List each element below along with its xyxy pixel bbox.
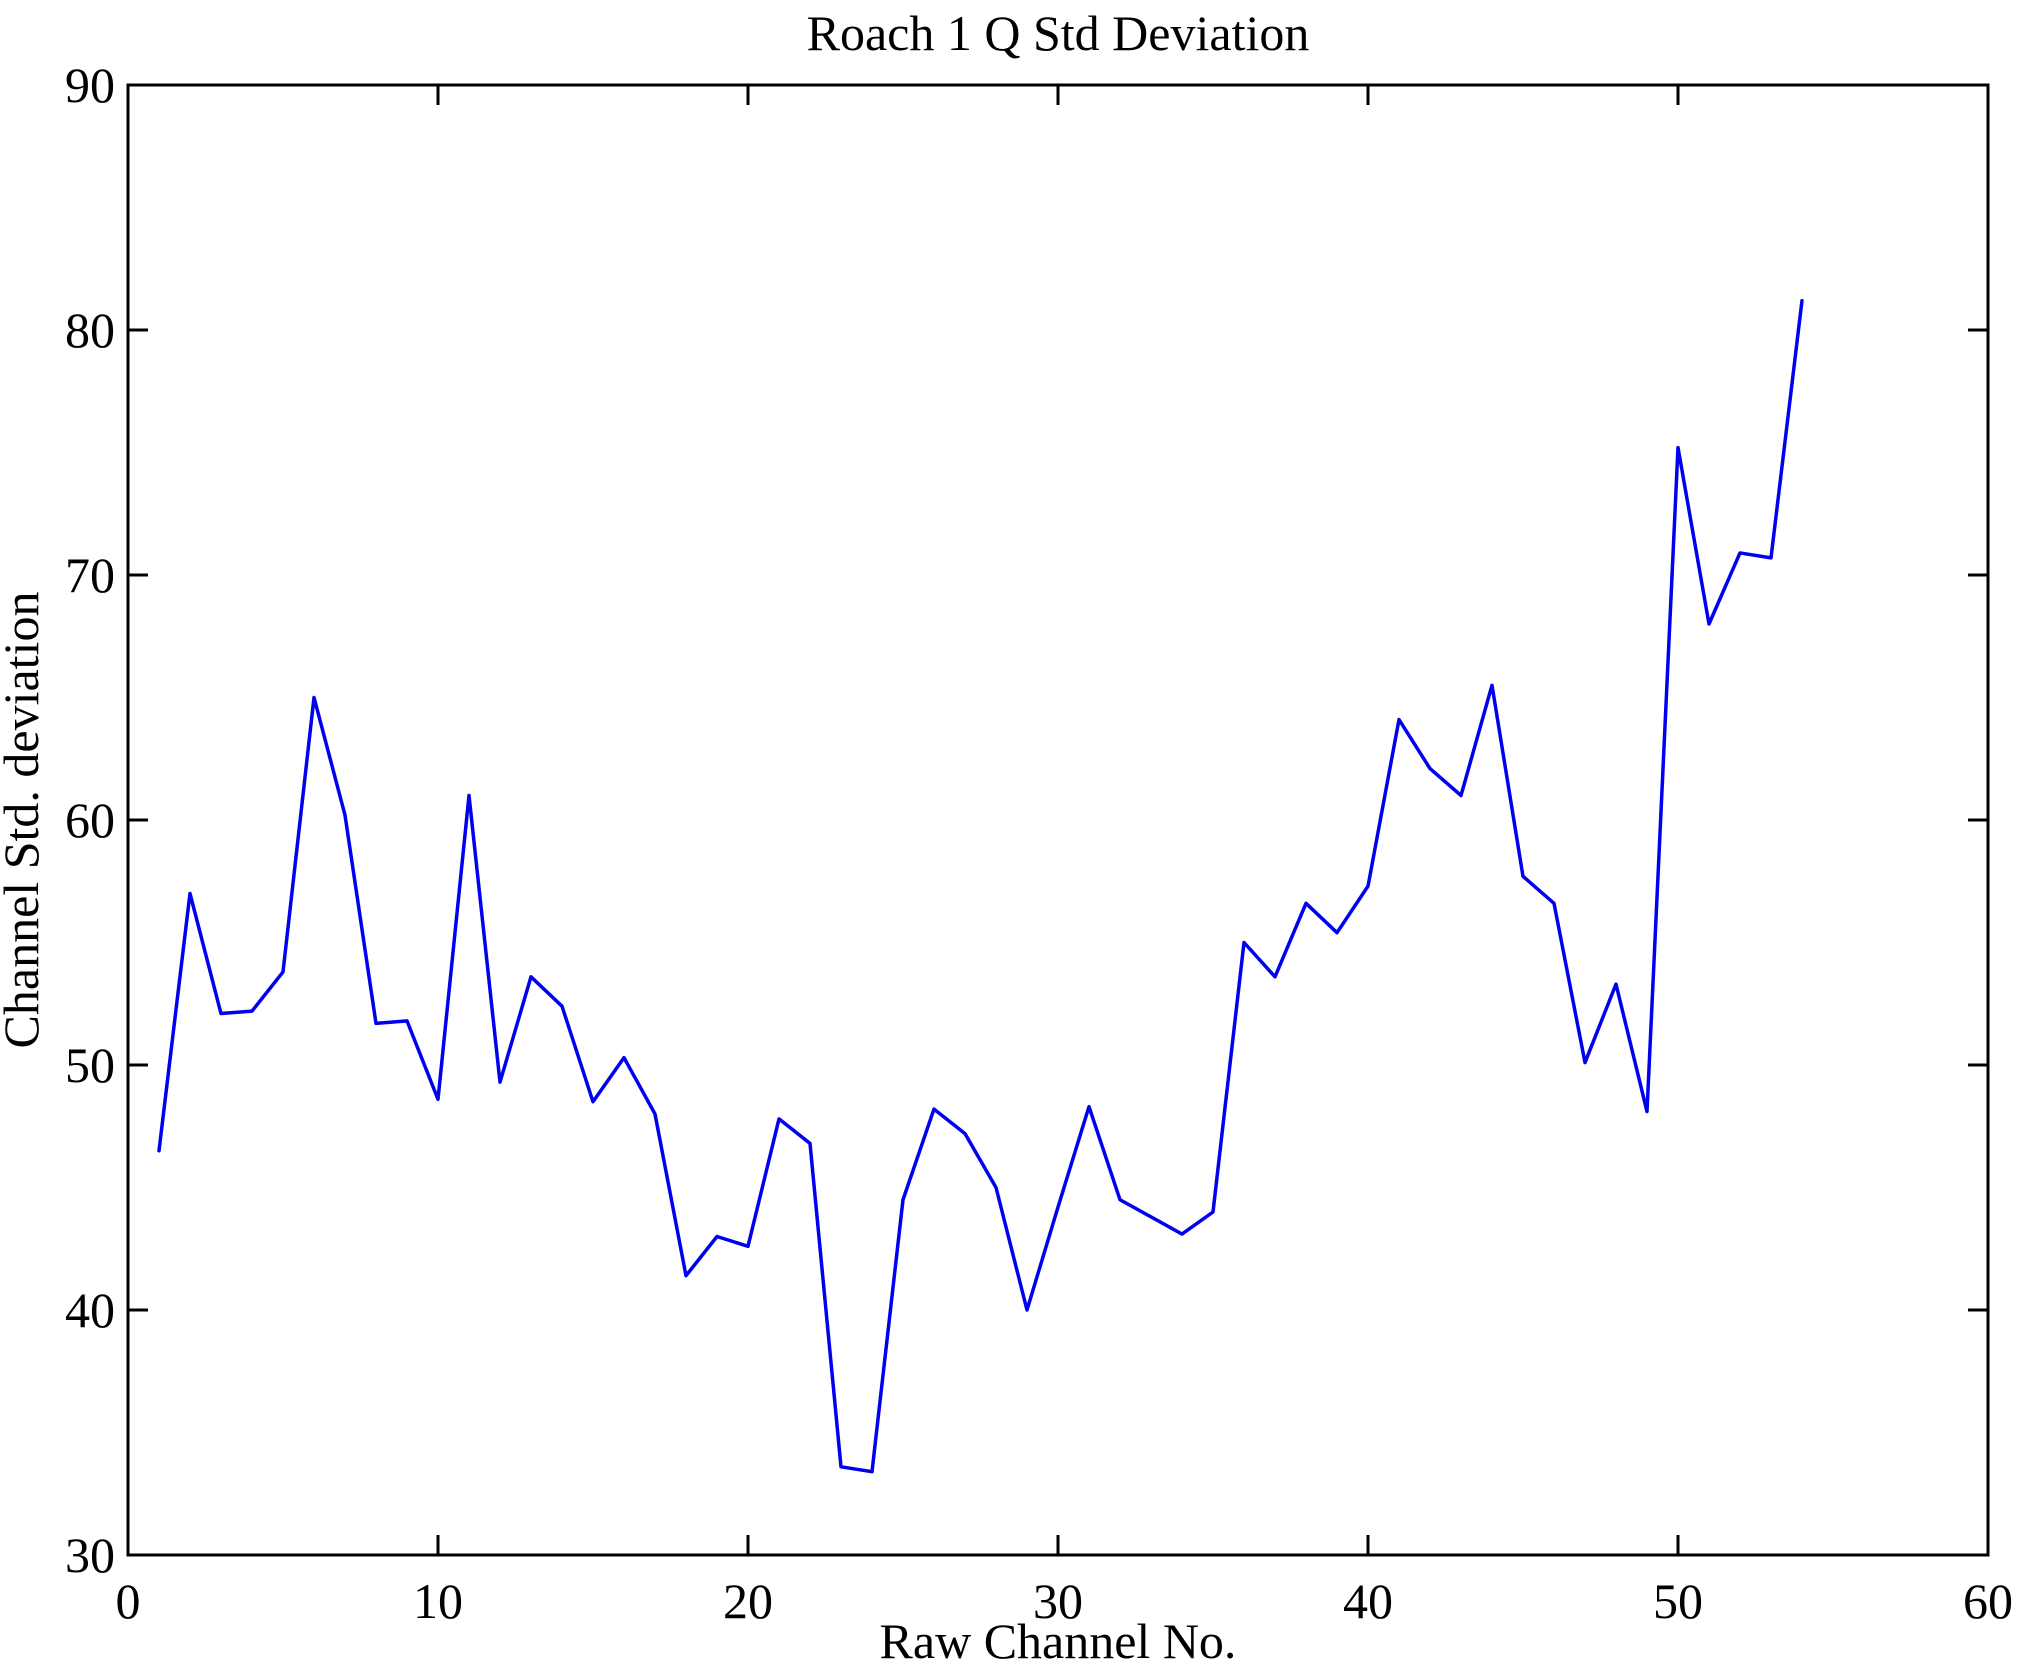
x-tick-label: 50 (1653, 1573, 1703, 1629)
y-tick-label: 70 (65, 547, 115, 603)
y-tick-label: 30 (65, 1527, 115, 1583)
y-axis-label: Channel Std. deviation (0, 592, 49, 1049)
axes-box (126, 83, 1990, 1557)
data-series-layer (157, 298, 1804, 1474)
y-tick-label: 60 (65, 792, 115, 848)
x-axis-label: Raw Channel No. (880, 1613, 1237, 1669)
y-tick-label: 50 (65, 1037, 115, 1093)
x-tick-label: 40 (1343, 1573, 1393, 1629)
x-tick-label: 0 (116, 1573, 141, 1629)
data-line (157, 298, 1804, 1474)
y-tick-label: 40 (65, 1282, 115, 1338)
x-tick-label: 20 (723, 1573, 773, 1629)
x-tick-label: 30 (1033, 1573, 1083, 1629)
y-tick-label: 80 (65, 302, 115, 358)
x-tick-label: 60 (1963, 1573, 2013, 1629)
axes-layer: 0 10 20 30 40 50 60 30 40 50 60 70 80 90 (65, 57, 2013, 1629)
x-tick-label: 10 (413, 1573, 463, 1629)
chart-title: Roach 1 Q Std Deviation (807, 5, 1310, 61)
y-tick-label: 90 (65, 57, 115, 113)
